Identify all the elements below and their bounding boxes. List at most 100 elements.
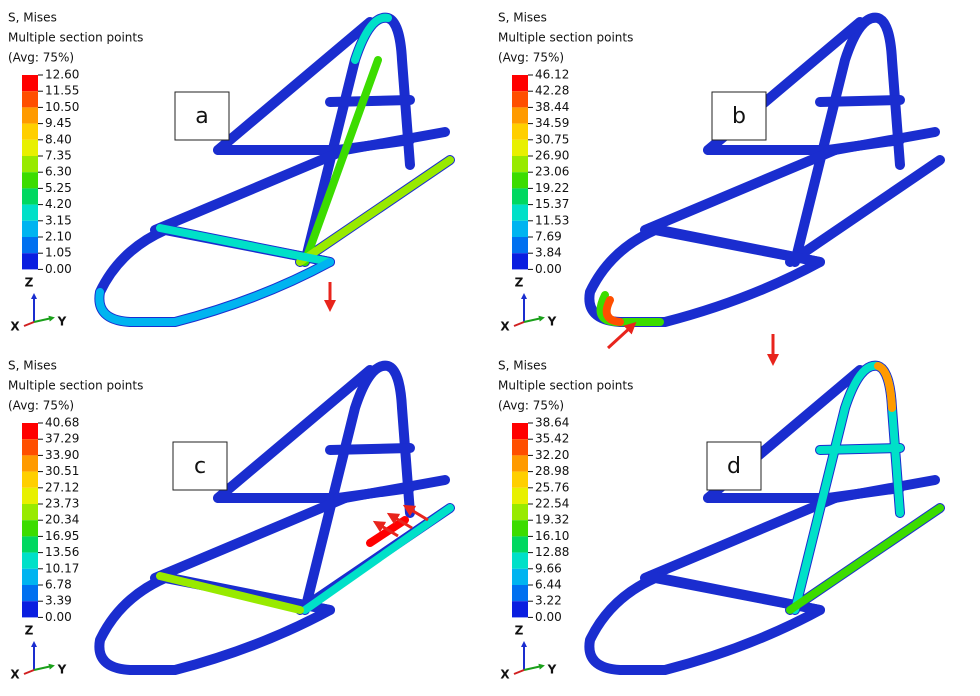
legend-value: 32.20 [535, 448, 569, 462]
legend-value: 3.84 [535, 246, 562, 260]
legend-value: 25.76 [535, 480, 569, 494]
color-band [512, 140, 528, 156]
color-band [22, 205, 38, 221]
color-band [512, 221, 528, 237]
axis-label: Y [547, 663, 557, 677]
legend-subtitle: Multiple section points [8, 31, 143, 45]
legend-value: 23.06 [535, 165, 569, 179]
color-band [22, 253, 38, 269]
color-band [512, 172, 528, 188]
axis-arrow [24, 670, 34, 674]
axis-label: Z [25, 276, 34, 290]
axis-arrow [34, 666, 52, 670]
legend-value: 35.42 [535, 432, 569, 446]
legend-value: 12.60 [45, 68, 79, 82]
color-band [22, 585, 38, 601]
legend-average: (Avg: 75%) [8, 51, 74, 65]
legend-value: 19.32 [535, 513, 569, 527]
frame-model [589, 18, 940, 323]
legend-value: 1.05 [45, 246, 72, 260]
color-band [512, 520, 528, 536]
color-band [512, 237, 528, 253]
color-band [512, 553, 528, 569]
axis-arrow [514, 322, 524, 326]
color-band [22, 172, 38, 188]
axis-label: Z [25, 624, 34, 638]
axis-label: X [10, 668, 20, 682]
color-band [512, 439, 528, 455]
legend-value: 8.40 [45, 132, 72, 146]
legend-title: S, Mises [8, 11, 57, 25]
color-band [512, 188, 528, 204]
frame-tube [338, 488, 410, 498]
color-band [512, 91, 528, 107]
color-band [512, 423, 528, 439]
legend-value: 46.12 [535, 68, 569, 82]
axis-label: Y [547, 315, 557, 329]
axis-arrow [524, 318, 542, 322]
color-band [512, 156, 528, 172]
color-band [512, 569, 528, 585]
color-band [512, 107, 528, 123]
legend-value: 11.53 [535, 213, 569, 227]
legend-value: 0.00 [45, 610, 72, 624]
color-band [512, 585, 528, 601]
panel-label: a [195, 104, 208, 129]
color-band [22, 601, 38, 617]
legend-value: 26.90 [535, 149, 569, 163]
color-band [512, 536, 528, 552]
color-band [22, 472, 38, 488]
legend-value: 3.15 [45, 213, 72, 227]
color-band [22, 455, 38, 471]
axis-label: X [10, 320, 20, 334]
color-band [512, 504, 528, 520]
color-band [22, 156, 38, 172]
panel-label: b [732, 104, 746, 129]
color-band [22, 488, 38, 504]
legend-value: 16.95 [45, 529, 79, 543]
axis-arrow [524, 666, 542, 670]
legend-value: 13.56 [45, 545, 79, 559]
legend-value: 12.88 [535, 545, 569, 559]
legend-value: 10.50 [45, 100, 79, 114]
frame-model [589, 366, 940, 670]
legend-value: 0.00 [535, 610, 562, 624]
frame-tube [330, 100, 410, 102]
legend-subtitle: Multiple section points [8, 379, 143, 393]
stress-zone [820, 448, 900, 450]
color-band [512, 455, 528, 471]
figure: S, Mises Multiple section points (Avg: 75%… [0, 0, 980, 696]
color-band [22, 188, 38, 204]
stress-zone [160, 576, 300, 610]
load-arrow [608, 326, 632, 348]
panel-label: d [727, 454, 741, 479]
legend-value: 27.12 [45, 480, 79, 494]
color-band [512, 472, 528, 488]
axis-arrow [24, 322, 34, 326]
legend-title: S, Mises [498, 11, 547, 25]
legend-value: 3.22 [535, 594, 562, 608]
color-band [512, 488, 528, 504]
legend-value: 30.75 [535, 132, 569, 146]
legend-value: 4.20 [45, 197, 72, 211]
legend-value: 5.25 [45, 181, 72, 195]
color-band [22, 536, 38, 552]
color-band [22, 75, 38, 91]
legend-value: 0.00 [45, 262, 72, 276]
color-band [22, 553, 38, 569]
legend-value: 9.45 [45, 116, 72, 130]
legend-value: 10.17 [45, 561, 79, 575]
legend-title: S, Mises [498, 359, 547, 373]
color-band [22, 439, 38, 455]
color-band [22, 237, 38, 253]
legend-value: 11.55 [45, 84, 79, 98]
color-band [22, 569, 38, 585]
color-band [22, 520, 38, 536]
legend-value: 3.39 [45, 594, 72, 608]
legend-value: 40.68 [45, 416, 79, 430]
color-band [22, 504, 38, 520]
legend-average: (Avg: 75%) [498, 399, 564, 413]
axis-arrow [34, 318, 52, 322]
color-band [512, 124, 528, 140]
